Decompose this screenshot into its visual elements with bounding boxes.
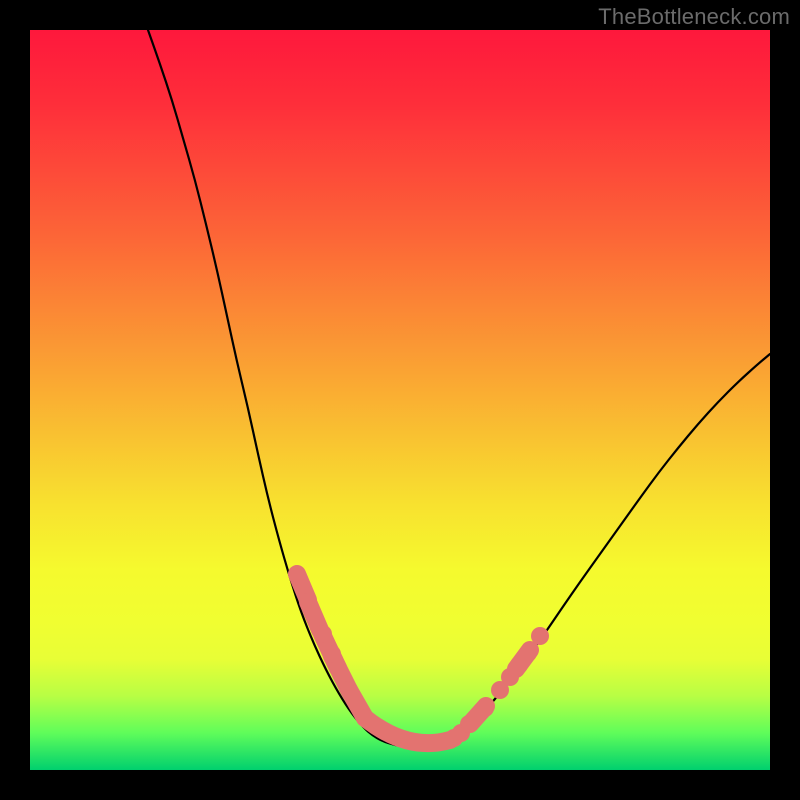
plot-background — [30, 30, 770, 770]
marker-dot — [323, 645, 341, 663]
marker-capsule — [516, 650, 530, 669]
marker-capsule — [470, 706, 486, 724]
marker-capsule — [308, 602, 320, 630]
chart-container: TheBottleneck.com — [0, 0, 800, 800]
watermark: TheBottleneck.com — [598, 4, 790, 30]
marker-dot — [314, 625, 332, 643]
bottleneck-chart — [0, 0, 800, 800]
